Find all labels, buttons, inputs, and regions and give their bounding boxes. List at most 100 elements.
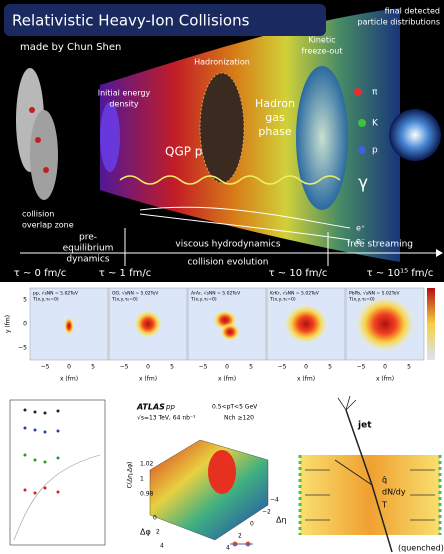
- time-label: τ ~ 1 fm/c: [99, 268, 151, 279]
- correlation-plot: ATLAS pp √s=13 TeV, 64 nb⁻¹ 0.5<pT<5 GeV…: [127, 403, 287, 552]
- phi-tick: 4: [160, 543, 164, 550]
- panel-quantity: T(x,y,τ₀=0): [32, 297, 59, 303]
- y-tick-label: 0: [23, 321, 27, 328]
- streaming-label: free streaming: [347, 240, 413, 250]
- dndy-label: dN/dy: [382, 488, 406, 497]
- plot-frame: [10, 400, 105, 545]
- nucleus: [30, 110, 58, 200]
- x-tick-label: −5: [199, 364, 208, 371]
- particle: [354, 88, 362, 96]
- x-axis-label: x (fm): [218, 376, 236, 383]
- temperature-blob: [134, 310, 162, 338]
- photon-label: γ: [358, 173, 368, 193]
- flow-plot: [10, 400, 105, 545]
- x-axis-label: x (fm): [376, 376, 394, 383]
- x-axis-label: x (fm): [139, 376, 157, 383]
- hadron-gas-label: Hadron: [255, 97, 295, 110]
- x-tick-label: 5: [170, 364, 174, 371]
- y-axis-label: y (fm): [5, 315, 12, 333]
- panel-quantity: T(x,y,τ₀=0): [111, 297, 138, 303]
- detector-burst: [389, 109, 441, 161]
- initial-density: [100, 102, 120, 172]
- x-tick-label: 0: [304, 364, 308, 371]
- final-label: particle distributions: [358, 18, 440, 27]
- jet-shower: [338, 396, 356, 410]
- eta-tick: −4: [270, 497, 279, 504]
- jet-diagram: jet q̂ dN/dy T (quenched) jet: [300, 396, 444, 553]
- quenched-jet-label: (quenched) jet: [398, 544, 444, 553]
- x-tick-label: −5: [357, 364, 366, 371]
- mult-label: Nch ≥120: [224, 415, 254, 422]
- temperature-blob: [220, 323, 240, 341]
- nucleon: [29, 107, 35, 113]
- pair-icon: [230, 542, 253, 547]
- nucleon: [43, 167, 49, 173]
- time-label: τ ~ 10¹⁵ fm/c: [367, 268, 434, 279]
- panel-quantity: T(x,y,τ₀=0): [190, 297, 217, 303]
- x-tick-label: 5: [328, 364, 332, 371]
- freezeout-sphere: [296, 66, 348, 210]
- time-label: τ ~ 10 fm/c: [269, 268, 328, 279]
- freezeout-label: Kinetic: [308, 36, 335, 45]
- z-tick: 1: [140, 476, 144, 483]
- particle: [358, 119, 366, 127]
- panel-label: OO, √sNN = 5.02TeV: [112, 291, 159, 297]
- x-tick-label: 5: [91, 364, 95, 371]
- near-side-peak: [208, 450, 236, 494]
- credit: made by Chun Shen: [20, 42, 121, 53]
- figure: Relativistic Heavy-Ion Collisions made b…: [0, 0, 444, 554]
- temperature-blob: [355, 296, 415, 352]
- panel-label: ArAr, √sNN = 5.02TeV: [191, 291, 241, 297]
- x-axis-label: x (fm): [297, 376, 315, 383]
- x-tick-label: 0: [383, 364, 387, 371]
- experiment-label: ATLAS: [136, 403, 165, 412]
- hydro-label: viscous hydrodynamics: [175, 240, 280, 250]
- eta-axis-label: Δη: [276, 516, 287, 525]
- eta-tick: 0: [250, 521, 254, 528]
- eta-tick: −2: [262, 509, 271, 516]
- eta-tick: 2: [238, 533, 242, 540]
- temperature-blob: [284, 304, 328, 344]
- panel-quantity: T(x,y,τ₀=0): [348, 297, 375, 303]
- eta-tick: 4: [226, 545, 230, 552]
- x-tick-label: −5: [278, 364, 287, 371]
- x-tick-label: 0: [225, 364, 229, 371]
- qhat-label: q̂: [382, 475, 387, 485]
- x-tick-label: −5: [120, 364, 129, 371]
- pre-eq-label: pre-: [79, 233, 97, 243]
- time-label: τ ~ 0 fm/c: [14, 268, 66, 279]
- z-tick: 1.02: [140, 461, 154, 468]
- positron-label: e⁺: [356, 224, 365, 233]
- temperature-blob: [64, 317, 74, 335]
- freezeout-label: freeze-out: [301, 47, 342, 56]
- x-tick-label: 5: [407, 364, 411, 371]
- overlap-label: overlap zone: [22, 221, 74, 230]
- panel-quantity: T(x,y,τ₀=0): [269, 297, 296, 303]
- pre-eq-label: dynamics: [66, 255, 109, 265]
- proton-label: p: [372, 146, 378, 156]
- y-tick-label: 5: [23, 297, 27, 304]
- z-tick: 0.98: [140, 491, 154, 498]
- evolution-label: collision evolution: [187, 258, 268, 268]
- overlap-label: collision: [22, 210, 54, 219]
- pre-eq-label: equilibrium: [63, 244, 114, 254]
- initial-label: Initial energy: [98, 89, 151, 98]
- phi-tick: 0: [153, 515, 157, 522]
- z-axis-label: C(Δη,Δφ): [127, 462, 134, 489]
- x-tick-label: 0: [67, 364, 71, 371]
- y-tick-label: −5: [18, 345, 27, 352]
- x-tick-label: −5: [41, 364, 50, 371]
- energy-label: √s=13 TeV, 64 nb⁻¹: [137, 415, 196, 422]
- pion-label: π: [372, 88, 378, 98]
- hadron-gas-label: phase: [258, 125, 291, 138]
- phi-tick: 2: [156, 529, 160, 536]
- particle: [358, 146, 366, 154]
- temperature-label: T: [381, 501, 387, 510]
- hadronization-label: Hadronization: [194, 58, 250, 67]
- jet-label: jet: [357, 421, 372, 431]
- panel-label: pp, √sNN = 5.02TeV: [33, 291, 79, 297]
- x-axis-label: x (fm): [60, 376, 78, 383]
- initial-label: density: [109, 100, 139, 109]
- panel-label: KrKr, √sNN = 5.02TeV: [270, 291, 320, 297]
